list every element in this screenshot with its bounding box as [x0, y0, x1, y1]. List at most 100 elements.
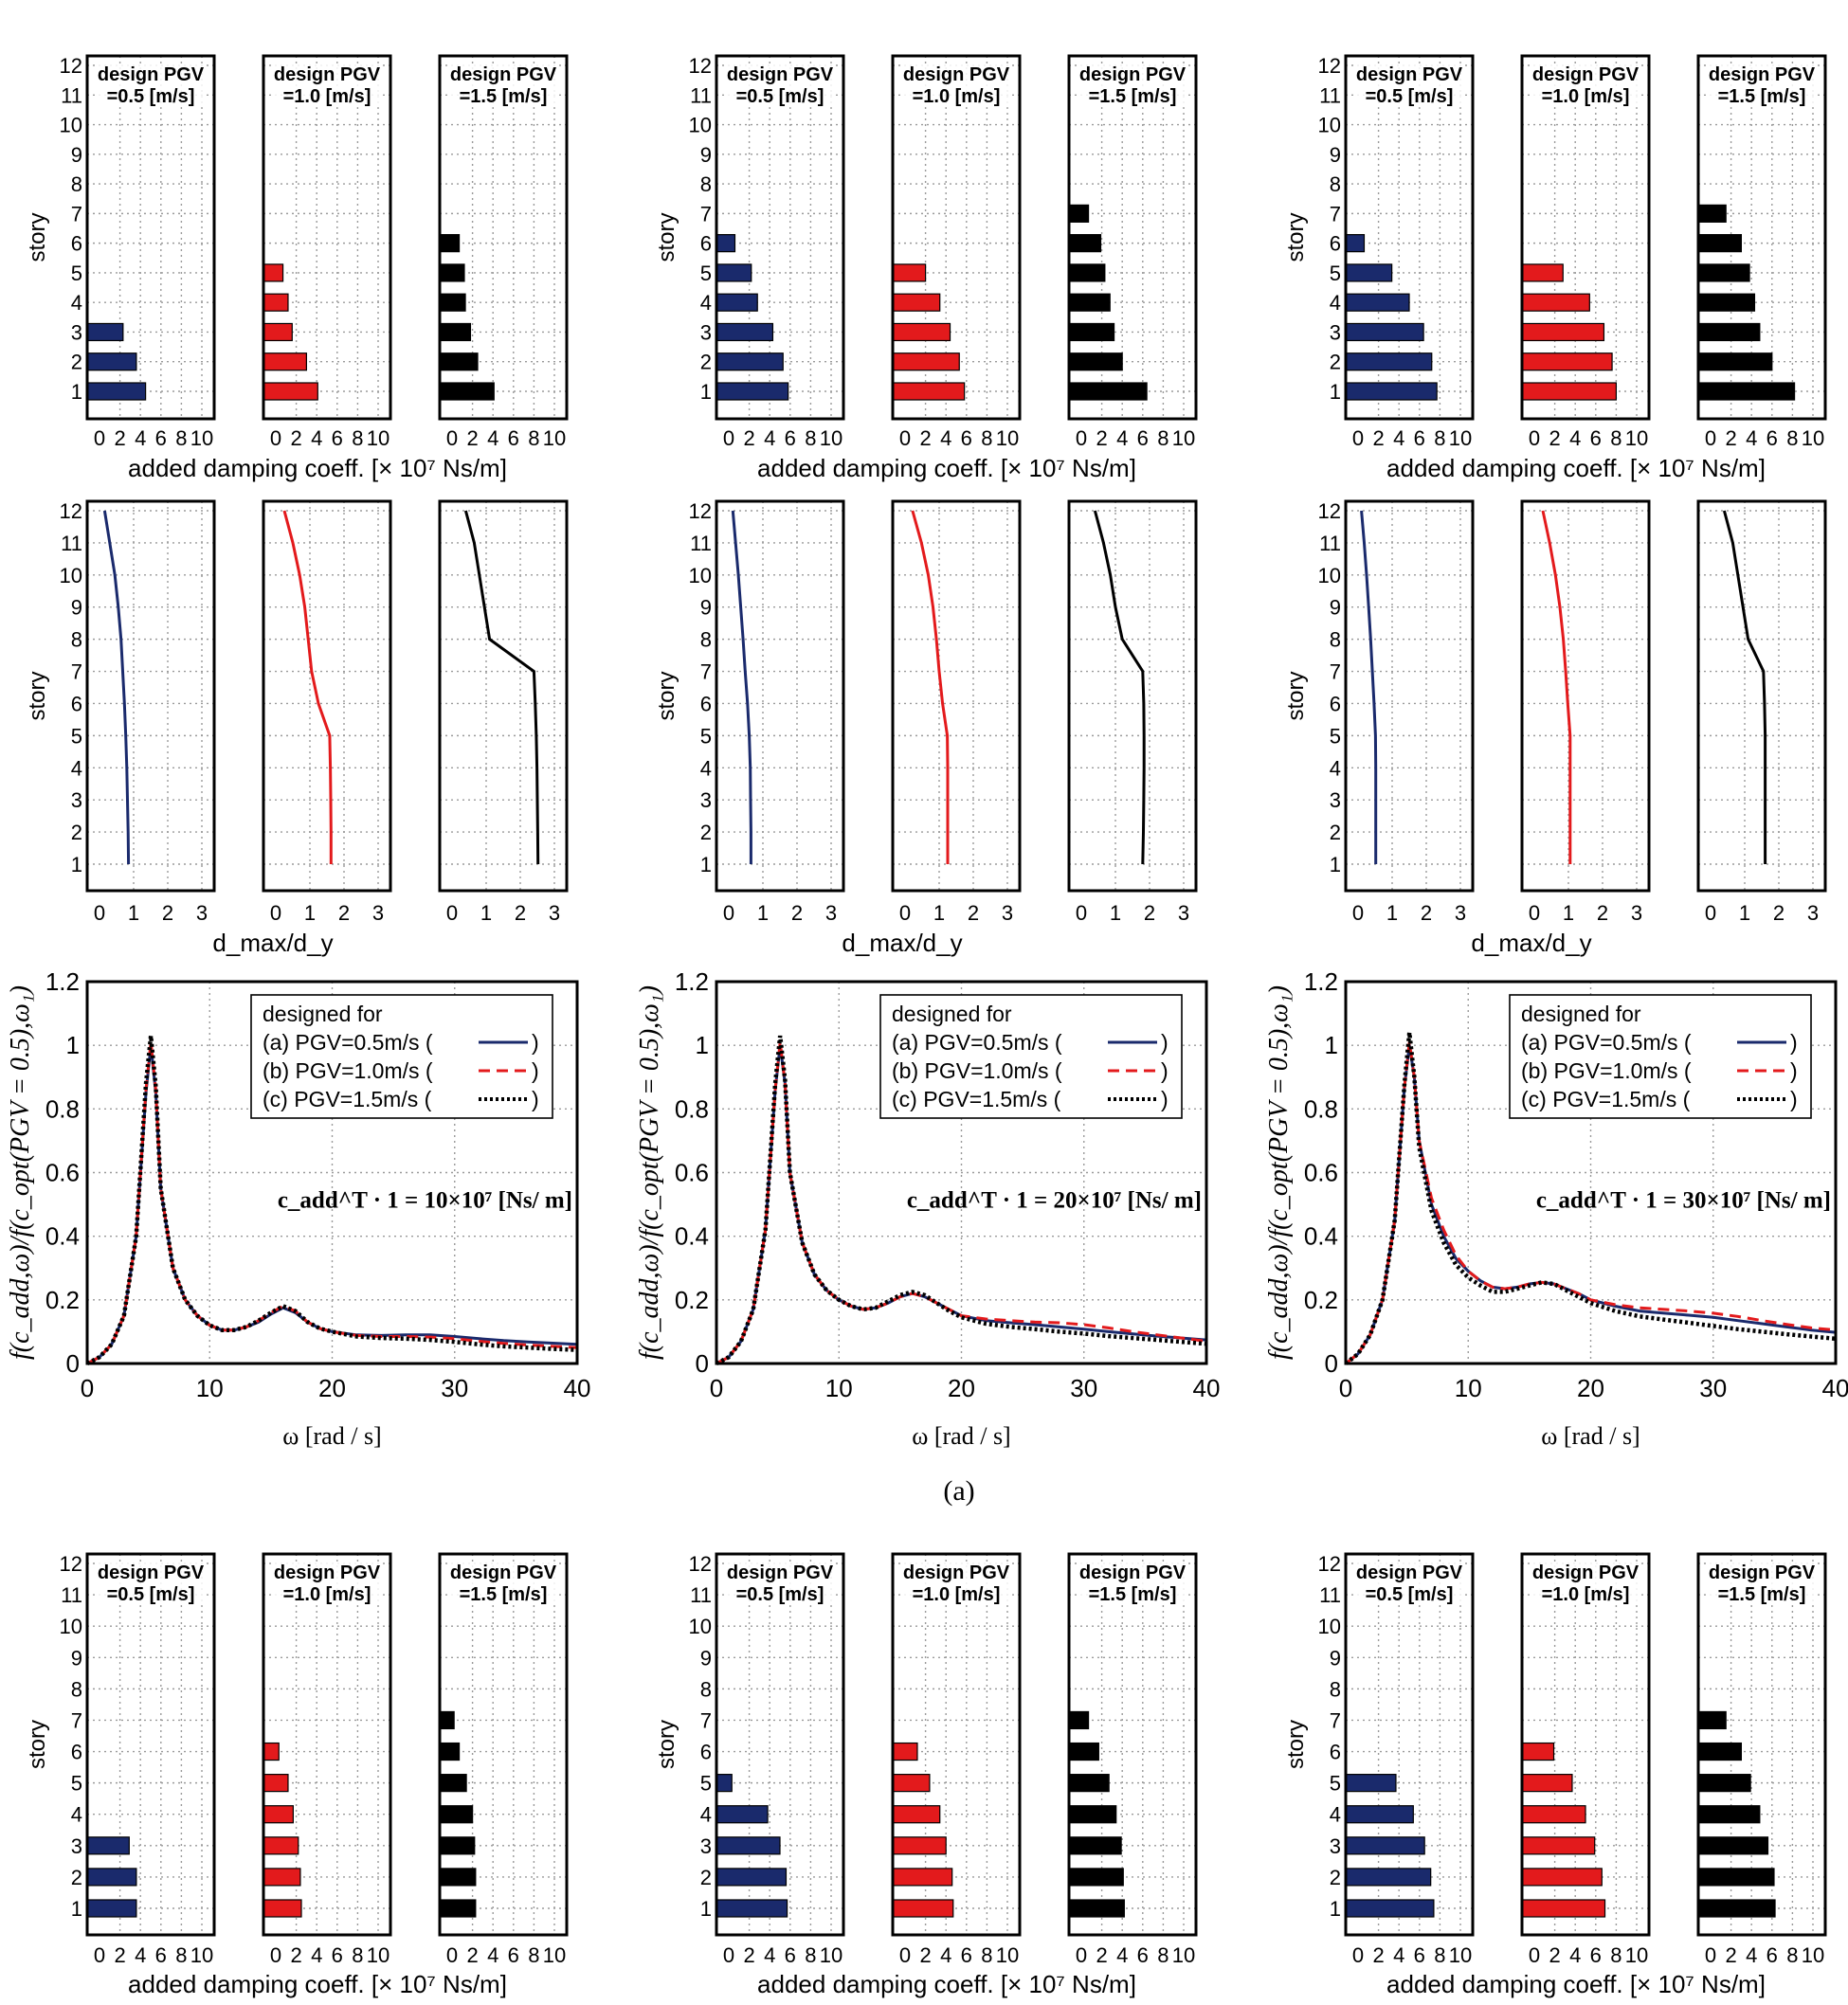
x-tick-label: 8 — [175, 1943, 187, 1967]
bar-story-5 — [1697, 263, 1750, 282]
bar-story-6 — [1068, 234, 1102, 253]
story-tick-label: 2 — [700, 351, 712, 374]
x-tick-label: 30 — [1699, 1374, 1727, 1402]
bar-story-3 — [1345, 322, 1424, 342]
story-tick-label: 11 — [1319, 83, 1341, 107]
subplot-3: design PGV=1.5 [m/s] 0 2 4 6 8 10 — [1067, 54, 1198, 450]
x-tick-label: 0 — [270, 1943, 281, 1967]
x-tick-label: 40 — [1193, 1374, 1221, 1402]
design-pgv-label: design PGV — [903, 64, 1010, 85]
plot-frame — [1520, 1552, 1651, 1937]
plot-frame — [262, 1552, 392, 1937]
pgv-label-bg — [271, 1562, 383, 1605]
x-tick-label: 2 — [466, 426, 478, 450]
story-tick-label: 10 — [1318, 114, 1341, 137]
story-tick-label: 7 — [71, 660, 82, 684]
drift-profile-line — [282, 510, 333, 864]
subplot-1: design PGV=0.5 [m/s] 0 2 4 6 8 10 — [1344, 1552, 1475, 1967]
bar-story-5 — [1345, 263, 1393, 282]
bar-story-6 — [1068, 1742, 1099, 1761]
bar-story-4 — [892, 293, 941, 312]
story-tick-label: 10 — [60, 564, 82, 587]
bar-story-2 — [892, 352, 960, 371]
bar-story-1 — [892, 1899, 954, 1918]
plot-frame — [438, 499, 569, 893]
pgv-label-bg — [900, 1562, 1012, 1605]
x-tick-label: 3 — [549, 901, 560, 925]
damping-axis-label: added damping coeff. [× 10⁷ Ns/m] — [128, 1970, 507, 1998]
x-tick-label: 10 — [820, 1943, 842, 1967]
story-tick-label: 12 — [689, 1552, 712, 1576]
plot-frame — [1344, 54, 1475, 421]
bar-story-3 — [86, 1836, 130, 1855]
story-tick-label: 6 — [700, 692, 712, 715]
bar-story-1 — [1697, 1899, 1776, 1918]
bar-story-6 — [439, 234, 461, 253]
pgv-level-label: =1.0 [m/s] — [913, 86, 1001, 107]
bar-story-1 — [716, 382, 789, 401]
x-tick-label: 6 — [1766, 1943, 1778, 1967]
pgv-level-label: =1.5 [m/s] — [460, 86, 548, 107]
story-axis-label: story — [1283, 671, 1309, 720]
x-tick-label: 4 — [487, 1943, 498, 1967]
bar-story-1 — [439, 1899, 477, 1918]
response-curve-dashed — [1345, 1041, 1837, 1365]
y-tick-label: 0.6 — [45, 1159, 80, 1187]
bar-story-1 — [86, 382, 147, 401]
story-tick-label: 3 — [700, 320, 712, 344]
x-tick-label: 10 — [367, 426, 390, 450]
x-tick-label: 2 — [919, 1943, 931, 1967]
story-tick-label: 5 — [1330, 1772, 1341, 1796]
story-tick-label: 11 — [1319, 1583, 1341, 1607]
plot-frame — [1520, 499, 1651, 893]
bar-story-1 — [1345, 382, 1438, 401]
x-tick-label: 3 — [825, 901, 837, 925]
story-tick-label: 12 — [1318, 1552, 1341, 1576]
legend-entry-label: (a) PGV=0.5m/s ( — [892, 1030, 1062, 1055]
bar-story-4 — [1697, 293, 1756, 312]
bar-story-5 — [716, 1774, 733, 1793]
bar-story-2 — [716, 1868, 788, 1887]
bar-story-3 — [439, 1836, 476, 1855]
x-tick-label: 3 — [196, 901, 208, 925]
bar-story-1 — [263, 382, 318, 401]
design-pgv-label: design PGV — [1532, 64, 1640, 85]
design-pgv-label: design PGV — [1356, 64, 1463, 85]
row3-frequency-col2: 0 10 20 30 40 0 0.2 0.4 0.6 0.8 1 1.2 f(c_add,ω)/f(c… — [635, 967, 1220, 1450]
x-tick-label: 6 — [961, 1943, 972, 1967]
x-tick-label: 0 — [94, 1943, 105, 1967]
story-tick-label: 1 — [71, 380, 82, 404]
bar-story-5 — [439, 263, 465, 282]
plot-frame — [891, 54, 1022, 421]
bar-story-3 — [1697, 1836, 1769, 1855]
drift-profile-line — [1093, 510, 1146, 865]
bar-story-6 — [1345, 234, 1366, 253]
bar-story-1 — [716, 1899, 788, 1918]
pgv-level-label: =1.0 [m/s] — [1542, 1584, 1630, 1605]
story-tick-label: 7 — [700, 1708, 712, 1732]
bar-story-5 — [1068, 263, 1106, 282]
story-tick-label: 5 — [700, 724, 712, 748]
x-tick-label: 10 — [1172, 1943, 1195, 1967]
bar-story-2 — [1068, 1868, 1124, 1887]
x-tick-label: 2 — [338, 901, 350, 925]
bar-story-5 — [892, 1774, 931, 1793]
x-tick-label: 0 — [446, 1943, 458, 1967]
pgv-level-label: =1.5 [m/s] — [1089, 86, 1177, 107]
design-pgv-label: design PGV — [1532, 1562, 1640, 1583]
x-tick-label: 2 — [466, 1943, 478, 1967]
x-tick-label: 2 — [1096, 426, 1107, 450]
sum-damping-annotation: c_add^T · 1 = 10×10⁷ [Ns/ m] — [278, 1187, 572, 1213]
y-tick-label: 0.4 — [1304, 1222, 1338, 1251]
bar-story-2 — [86, 1868, 137, 1887]
y-tick-label: 1.2 — [45, 967, 80, 996]
y-tick-label: 0 — [1325, 1349, 1338, 1378]
legend: designed for (a) PGV=0.5m/s () (b) PGV=1.0… — [1509, 994, 1812, 1119]
subplot-2: design PGV=1.0 [m/s] 0 2 4 6 8 10 — [1520, 54, 1651, 450]
story-tick-label: 6 — [71, 692, 82, 715]
story-tick-label: 3 — [1330, 788, 1341, 812]
pgv-level-label: =1.0 [m/s] — [1542, 86, 1630, 107]
bar-story-2 — [892, 1868, 953, 1887]
